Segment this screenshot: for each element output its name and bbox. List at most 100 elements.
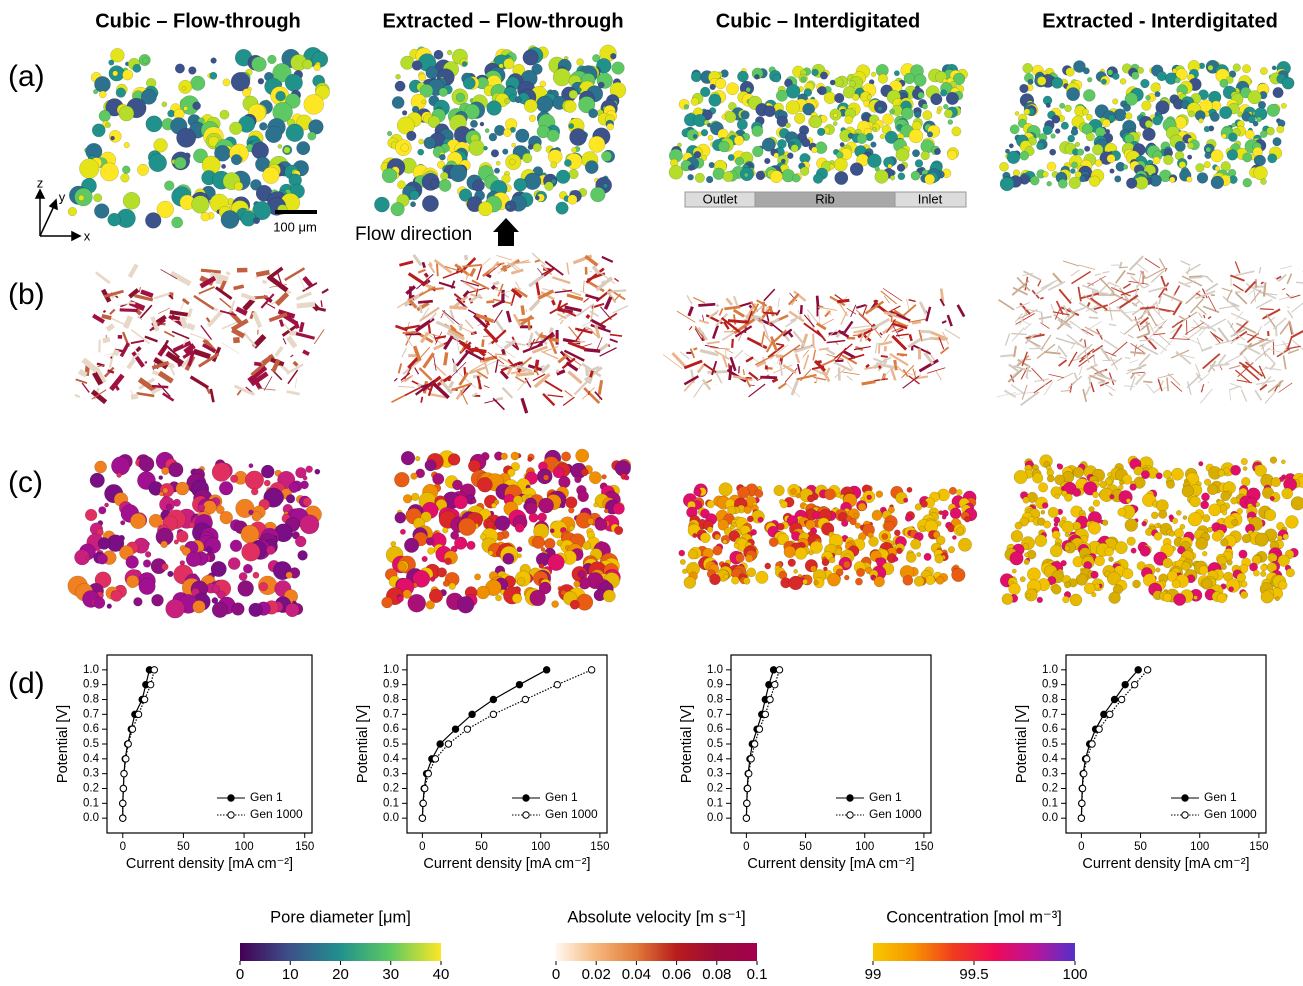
throat	[1137, 375, 1140, 376]
throat	[256, 272, 269, 274]
colorbar-tick-label: 0.04	[622, 966, 651, 983]
pore	[220, 110, 229, 119]
pore	[688, 549, 698, 559]
pore	[725, 111, 736, 122]
throat	[587, 315, 589, 318]
pore	[541, 547, 545, 551]
throat	[552, 277, 570, 283]
pore	[1130, 484, 1137, 491]
pore	[93, 194, 101, 202]
throat	[1159, 259, 1165, 270]
pore	[1159, 510, 1167, 518]
throat	[201, 270, 221, 272]
pore	[184, 106, 188, 110]
throat	[941, 347, 949, 353]
pore	[251, 488, 258, 495]
pore	[509, 159, 515, 165]
pore	[166, 504, 172, 510]
y-axis-label: Potential [V]	[55, 705, 71, 783]
pore	[1010, 552, 1024, 566]
y-tick-label: 0.9	[383, 679, 399, 691]
throat	[1063, 261, 1079, 266]
throat	[1266, 314, 1276, 328]
pore	[1169, 177, 1175, 183]
pore	[1221, 491, 1231, 501]
pore	[1091, 592, 1096, 597]
pore	[1146, 95, 1151, 100]
throat	[1146, 384, 1153, 392]
y-tick-label: 0.3	[383, 768, 399, 780]
pore	[249, 603, 263, 617]
pore	[1243, 178, 1252, 187]
pore	[1070, 594, 1082, 606]
pore	[795, 547, 807, 559]
pore	[755, 489, 763, 497]
throat	[171, 273, 190, 284]
pore	[723, 540, 727, 544]
pore	[1243, 153, 1252, 162]
pore	[890, 175, 895, 180]
pore	[894, 70, 899, 75]
pore	[1197, 172, 1208, 183]
throat	[537, 281, 539, 295]
throat	[1072, 342, 1090, 348]
pore	[201, 212, 210, 221]
pore	[688, 174, 694, 180]
pore	[439, 179, 451, 191]
pore	[1115, 541, 1127, 553]
pore	[120, 520, 125, 525]
throat	[796, 354, 799, 363]
pore	[286, 124, 304, 142]
pore	[430, 179, 440, 189]
pore	[1163, 470, 1171, 478]
throat	[158, 308, 170, 314]
pore	[905, 515, 912, 522]
pore	[1260, 67, 1267, 74]
pore	[529, 513, 538, 522]
pore	[949, 487, 956, 494]
pore	[104, 503, 108, 507]
throat	[1136, 263, 1148, 272]
pore	[90, 473, 105, 488]
throat	[1027, 377, 1028, 378]
pore	[121, 174, 130, 183]
pore	[394, 472, 409, 487]
pore	[472, 180, 484, 192]
axis-letter: x	[84, 228, 91, 243]
pore	[439, 88, 448, 97]
throat	[734, 296, 737, 305]
pore	[1201, 501, 1209, 509]
throat	[102, 316, 111, 318]
data-point	[776, 667, 782, 673]
pore	[1058, 179, 1067, 188]
pore	[1127, 537, 1136, 546]
throat	[1014, 346, 1016, 357]
throat	[187, 325, 194, 328]
throat	[593, 266, 599, 274]
throat	[1291, 298, 1303, 313]
throat	[920, 302, 926, 314]
throat	[816, 376, 817, 382]
throat	[724, 307, 740, 309]
pore	[186, 552, 201, 567]
x-tick-label: 100	[855, 841, 874, 853]
pore	[896, 148, 909, 161]
pore	[925, 575, 935, 585]
pore	[252, 142, 269, 159]
y-axis-label: Potential [V]	[679, 705, 695, 783]
y-tick-label: 0.3	[83, 768, 99, 780]
pore	[824, 489, 835, 500]
throat	[1091, 382, 1094, 392]
legend-label: Gen 1000	[250, 807, 303, 821]
pore	[680, 559, 685, 564]
colorbar-title: Concentration [mol m⁻³]	[886, 908, 1062, 926]
pore	[1174, 593, 1186, 605]
throat	[1197, 338, 1203, 352]
y-tick-label: 0.9	[1042, 679, 1058, 691]
pore	[266, 546, 275, 555]
legend-marker	[228, 812, 234, 818]
pore	[107, 604, 112, 609]
pore	[679, 550, 685, 556]
throat	[493, 301, 505, 307]
pore	[1095, 556, 1105, 566]
